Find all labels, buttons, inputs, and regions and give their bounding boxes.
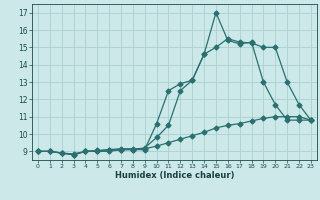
X-axis label: Humidex (Indice chaleur): Humidex (Indice chaleur)	[115, 171, 234, 180]
